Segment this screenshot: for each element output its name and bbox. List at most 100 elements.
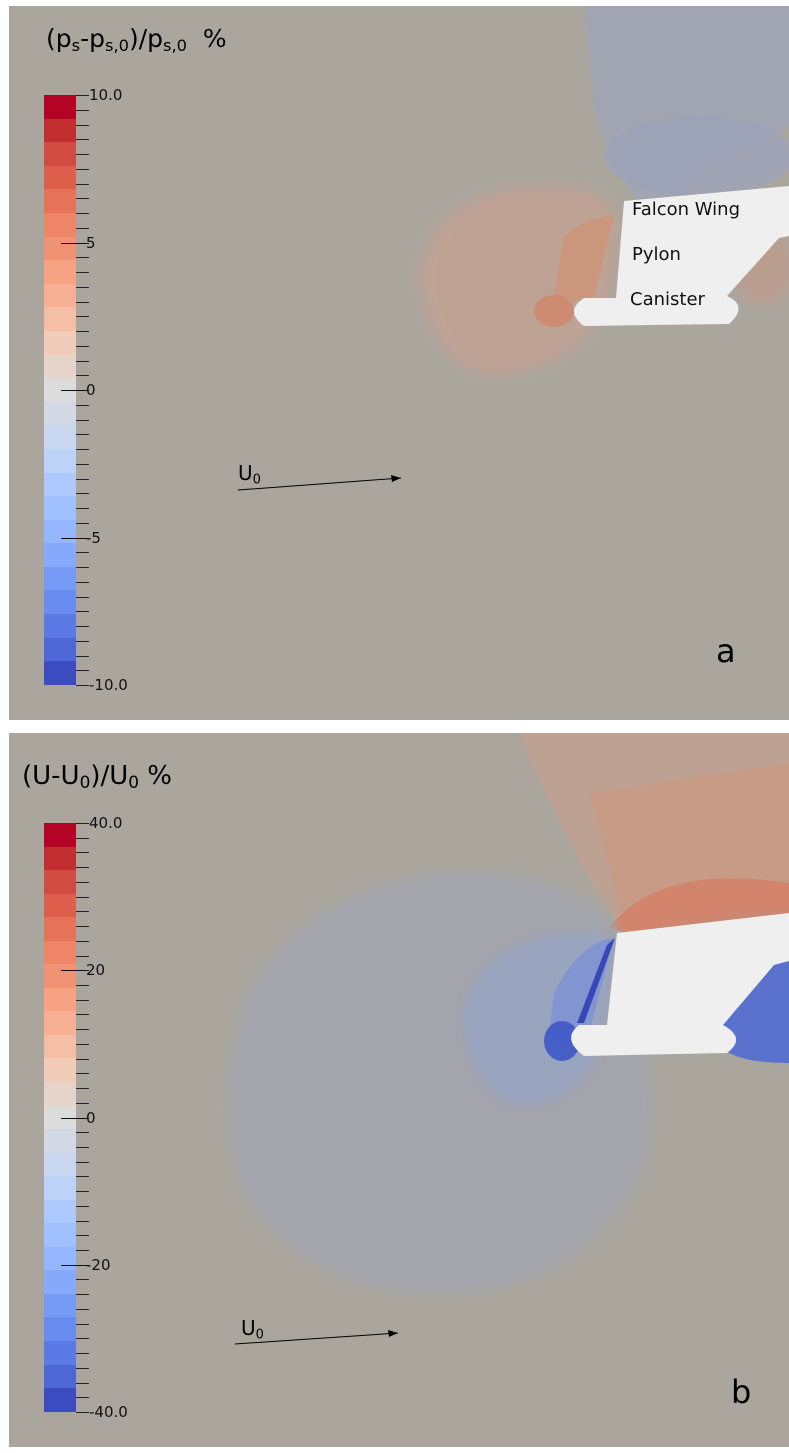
colorbar-minor-tick [76, 611, 89, 613]
colorbar-band [44, 1293, 76, 1318]
colorbar-band [44, 1388, 76, 1412]
colorbar-major-tick [61, 1117, 86, 1119]
colorbar-band [44, 1341, 76, 1365]
colorbar-tick-label: 20 [86, 961, 106, 980]
colorbar-band [44, 519, 76, 544]
colorbar-minor-tick [76, 449, 89, 450]
colorbar-minor-tick [76, 670, 89, 672]
colorbar-band [44, 283, 76, 308]
colorbar-band [44, 1270, 76, 1294]
colorbar-minor-tick [76, 581, 89, 583]
colorbar-minor-tick [76, 1382, 89, 1384]
colorbar-band [44, 401, 76, 426]
colorbar-tick-label: 40.0 [89, 814, 123, 832]
colorbar-band [44, 870, 76, 894]
colorbar-minor-tick [76, 940, 89, 942]
colorbar-band [44, 95, 76, 119]
colorbar-minor-tick [76, 1308, 89, 1310]
colorbar-minor-tick [76, 984, 89, 986]
colorbar-tick-label: 5 [86, 233, 96, 252]
colorbar-minor-tick [76, 1088, 89, 1090]
colorbar-tick-label: 0 [86, 381, 96, 399]
colorbar-minor-tick [76, 419, 89, 421]
colorbar-minor-tick [76, 109, 89, 111]
deceleration-region-core [549, 938, 614, 1043]
colorbar-minor-tick [76, 463, 89, 465]
suction-region-wing [604, 116, 789, 196]
colorbar-minor-tick [76, 1367, 89, 1369]
colorbar-band [44, 496, 76, 520]
colorbar-minor-tick [76, 823, 89, 824]
colorbar-band [44, 964, 76, 988]
colorbar-minor-tick [76, 404, 89, 406]
colorbar-minor-tick [76, 867, 89, 869]
colorbar-band [44, 1246, 76, 1271]
colorbar-band [44, 330, 76, 355]
colorbar-minor-tick [76, 168, 89, 170]
colorbar-minor-tick [76, 1205, 89, 1207]
colorbar-band [44, 1129, 76, 1153]
colorbar-band [44, 1199, 76, 1224]
colorbar-tick-label: 0 [86, 1108, 96, 1127]
colorbar-minor-tick [76, 1338, 89, 1340]
colorbar-tick-label: -10.0 [89, 676, 128, 694]
colorbar-minor-tick [76, 1191, 89, 1193]
colorbar-minor-tick [76, 1014, 89, 1016]
colorbar-minor-tick [76, 955, 89, 957]
colorbar-minor-tick [76, 552, 89, 554]
colorbar-minor-tick [76, 1146, 89, 1148]
colorbar-band [44, 846, 76, 871]
colorbar-minor-tick [76, 1353, 89, 1355]
colorbar [44, 823, 76, 1412]
colorbar-band [44, 661, 76, 685]
colorbar-band [44, 425, 76, 449]
colorbar-band [44, 987, 76, 1012]
panel-b: (U-U0)/U0 % 40.0 20 0 -20 -40.0 U0 b [9, 733, 789, 1447]
colorbar-band [44, 1105, 76, 1130]
colorbar-band [44, 212, 76, 237]
wing-pylon-canister-geometry [574, 186, 789, 326]
colorbar-minor-tick [76, 1132, 89, 1134]
colorbar-band [44, 917, 76, 941]
colorbar-minor-tick [76, 213, 89, 214]
colorbar-band [44, 1011, 76, 1035]
colorbar-tick-label: 10.0 [89, 86, 123, 104]
colorbar-title: (ps-ps,0)/ps,0 % [46, 24, 227, 56]
colorbar-minor-tick [76, 316, 89, 318]
colorbar-band [44, 1364, 76, 1389]
stagnation-core [554, 216, 614, 301]
colorbar-minor-tick [76, 1043, 89, 1045]
colorbar-major-tick [61, 1264, 86, 1266]
colorbar-ticks: 10.0 5 0 -5 -10.0 [61, 88, 128, 693]
colorbar-minor-tick [76, 837, 89, 839]
colorbar-minor-tick [76, 567, 89, 568]
colorbar-band [44, 940, 76, 965]
colorbar-band [44, 472, 76, 497]
colorbar-band [44, 260, 76, 284]
colorbar-minor-tick [76, 1294, 89, 1296]
freestream-arrowhead [388, 1330, 398, 1337]
colorbar-major-tick [61, 970, 86, 972]
wing-pylon-canister-geometry [571, 913, 789, 1056]
colorbar-minor-tick [76, 257, 89, 259]
colorbar-minor-tick [76, 345, 89, 347]
colorbar-band [44, 189, 76, 213]
colorbar-minor-tick [76, 375, 89, 377]
pylon-boundary-layer [577, 938, 615, 1023]
pressure-field [237, 6, 789, 491]
colorbar-band [44, 590, 76, 615]
colorbar-band [44, 893, 76, 918]
colorbar-minor-tick [76, 301, 89, 303]
panel-a: (ps-ps,0)/ps,0 % 10.0 5 0 -5 -10.0 Falcon Wi… [9, 6, 789, 720]
colorbar-minor-tick [76, 640, 89, 642]
colorbar-minor-tick [76, 1161, 89, 1163]
colorbar-minor-tick [76, 227, 89, 229]
colorbar-band [44, 448, 76, 473]
label-falcon-wing: Falcon Wing [632, 199, 741, 220]
colorbar-band [44, 236, 76, 261]
colorbar-minor-tick [76, 493, 89, 495]
colorbar-band [44, 118, 76, 143]
colorbar-minor-tick [76, 286, 89, 288]
freestream-label: U0 [238, 461, 261, 488]
label-pylon: Pylon [632, 244, 681, 265]
